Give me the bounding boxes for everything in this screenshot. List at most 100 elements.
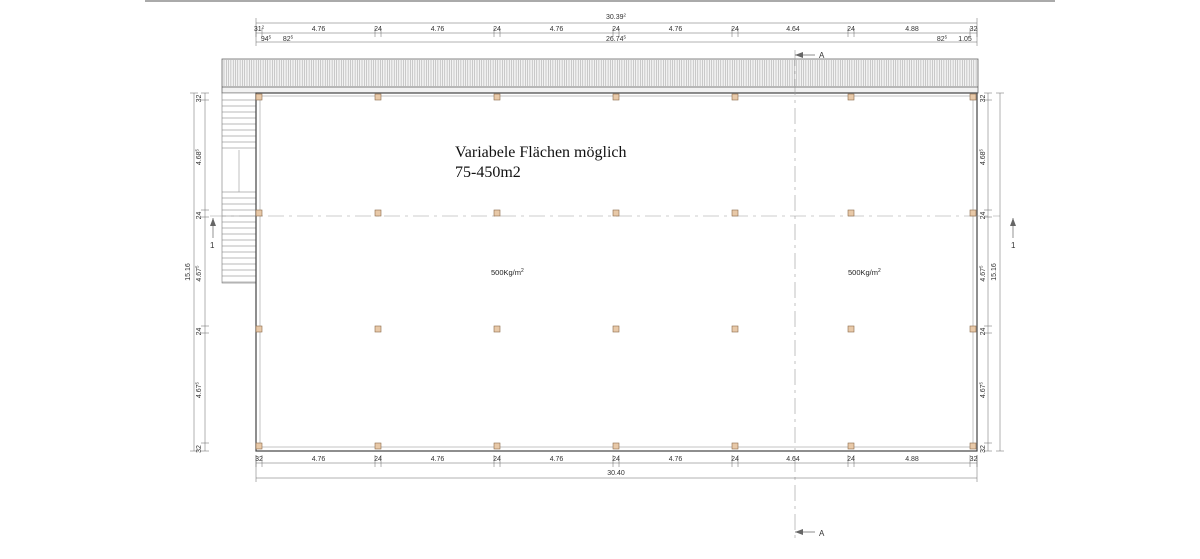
bottom-dim-12: 32 — [970, 456, 978, 463]
section-mark-top-label: A — [819, 51, 825, 60]
top-dimension-chain: 30.392 312 4.76 24 4.76 24 4.76 24 4.76 24 4.64 24 4… — [254, 13, 978, 46]
column-0-2 — [493, 93, 501, 101]
column-3-5 — [847, 442, 855, 450]
column-0-5 — [847, 93, 855, 101]
column-2-2 — [493, 325, 501, 333]
column-2-6 — [969, 325, 977, 333]
column-3-6 — [969, 442, 977, 450]
top-dim-4: 24 — [493, 26, 501, 33]
column-1-1 — [374, 209, 382, 217]
right-overall-dim: 15.16 — [991, 263, 998, 281]
right-dim-6: 32 — [980, 445, 987, 453]
top-dim-12: 32 — [970, 26, 978, 33]
right-dim-3: 4.675 — [979, 265, 988, 282]
title-line-2: 75-450m2 — [455, 164, 521, 181]
bottom-dim-2: 24 — [374, 456, 382, 463]
bottom-dim-11: 4.88 — [905, 456, 919, 463]
top-row2-left-a: 945 — [261, 35, 272, 44]
column-2-3 — [612, 325, 620, 333]
top-row2-right-b: 1.05 — [958, 36, 972, 43]
left-overall-dim: 15.16 — [185, 263, 192, 281]
right-dim-1: 4.685 — [979, 148, 988, 165]
column-3-3 — [612, 442, 620, 450]
column-0-4 — [731, 93, 739, 101]
top-dim-3: 4.76 — [431, 26, 445, 33]
top-dim-6: 24 — [612, 26, 620, 33]
section-mark-bottom-label: A — [819, 529, 825, 538]
column-1-3 — [612, 209, 620, 217]
bottom-dim-5: 4.76 — [550, 456, 564, 463]
column-3-0 — [255, 442, 263, 450]
left-dim-5: 4.675 — [195, 381, 204, 398]
staircase — [221, 92, 257, 284]
bottom-dim-9: 4.64 — [786, 456, 800, 463]
load-label-right: 500Kg/m2 — [848, 268, 881, 277]
top-dim-10: 24 — [847, 26, 855, 33]
top-overall-dim: 30.392 — [606, 13, 627, 22]
bottom-dim-10: 24 — [847, 456, 855, 463]
column-0-1 — [374, 93, 382, 101]
top-dim-2: 24 — [374, 26, 382, 33]
column-1-5 — [847, 209, 855, 217]
column-1-0 — [255, 209, 263, 217]
top-row2-left-b: 825 — [283, 35, 294, 44]
load-label-left-value: 500Kg/m — [491, 268, 521, 277]
left-dimension-chain: 32 4.685 24 4.675 24 4.675 32 15.16 — [185, 92, 209, 453]
column-3-4 — [731, 442, 739, 450]
top-dim-1: 4.76 — [312, 26, 326, 33]
left-dim-2: 24 — [196, 212, 203, 220]
column-0-3 — [612, 93, 620, 101]
load-label-left: 500Kg/m2 — [491, 268, 524, 277]
columns — [255, 93, 977, 450]
left-dim-3: 4.675 — [195, 265, 204, 282]
top-dim-11: 4.88 — [905, 26, 919, 33]
bottom-overall-dim: 30.40 — [607, 470, 625, 477]
left-dim-6: 32 — [196, 445, 203, 453]
column-2-0 — [255, 325, 263, 333]
bottom-dim-3: 4.76 — [431, 456, 445, 463]
left-dim-4: 24 — [196, 328, 203, 336]
column-2-4 — [731, 325, 739, 333]
column-2-5 — [847, 325, 855, 333]
left-dim-1: 4.685 — [195, 148, 204, 165]
bottom-dim-0: 32 — [255, 456, 263, 463]
top-row2-right-a: 825 — [937, 35, 948, 44]
section-mark-bottom: A — [795, 529, 825, 538]
section-mark-right: 1 — [1010, 218, 1016, 250]
top-dim-5: 4.76 — [550, 26, 564, 33]
title-line-1: Variabele Flächen möglich — [455, 144, 627, 161]
top-dim-9: 4.64 — [786, 26, 800, 33]
column-3-1 — [374, 442, 382, 450]
left-dim-0: 32 — [196, 95, 203, 103]
column-1-2 — [493, 209, 501, 217]
section-mark-left-label: 1 — [210, 241, 215, 250]
load-label-right-value: 500Kg/m — [848, 268, 878, 277]
column-1-6 — [969, 209, 977, 217]
top-dim-8: 24 — [731, 26, 739, 33]
section-mark-top: A — [795, 51, 825, 60]
right-dimension-chain: 32 4.685 24 4.675 24 4.675 32 15.16 — [979, 92, 1004, 453]
bottom-dim-7: 4.76 — [669, 456, 683, 463]
top-dim-7: 4.76 — [669, 26, 683, 33]
bottom-dim-1: 4.76 — [312, 456, 326, 463]
bottom-dim-4: 24 — [493, 456, 501, 463]
bottom-dim-6: 24 — [612, 456, 620, 463]
column-0-0 — [255, 93, 263, 101]
top-dim-0: 312 — [254, 25, 265, 34]
column-2-1 — [374, 325, 382, 333]
hatched-strip — [221, 58, 979, 94]
column-3-2 — [493, 442, 501, 450]
bottom-dimension-chain: 32 4.76 24 4.76 24 4.76 24 4.76 24 4.64 24 4.88 32 30… — [255, 455, 977, 482]
right-dim-4: 24 — [980, 328, 987, 336]
right-dim-0: 32 — [980, 95, 987, 103]
bottom-dim-8: 24 — [731, 456, 739, 463]
right-dim-5: 4.675 — [979, 381, 988, 398]
section-mark-left: 1 — [210, 218, 216, 250]
load-label-left-sup: 2 — [521, 268, 524, 274]
column-1-4 — [731, 209, 739, 217]
column-0-6 — [969, 93, 977, 101]
axis-lines — [210, 50, 1000, 540]
load-label-right-sup: 2 — [878, 268, 881, 274]
top-row2-middle: 26.745 — [606, 35, 627, 44]
